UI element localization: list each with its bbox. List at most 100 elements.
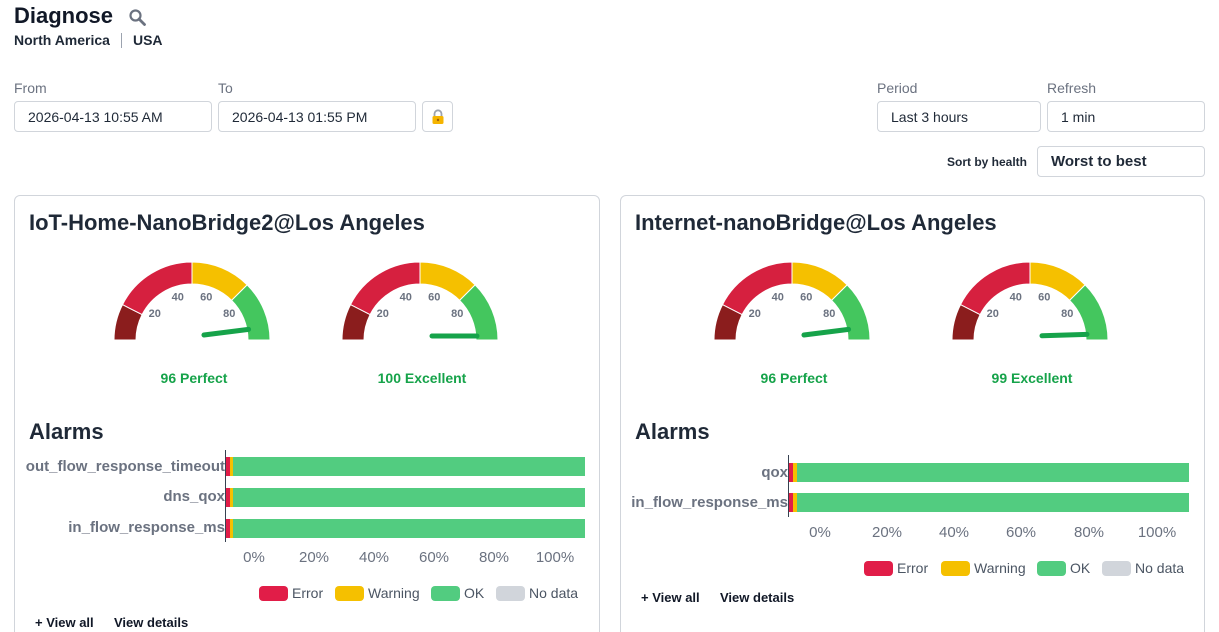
- gauge-segment: [349, 261, 421, 316]
- from-date-input[interactable]: 2026-04-13 10:55 AM: [14, 101, 212, 132]
- nodata-swatch: [1102, 560, 1131, 576]
- legend-nodata[interactable]: No data: [1102, 560, 1184, 576]
- gauge-tick-label: 20: [149, 308, 161, 320]
- breadcrumb-divider: [120, 32, 122, 48]
- gauge-tick-label: 40: [172, 291, 184, 303]
- gauge-tick-label: 40: [1010, 291, 1022, 303]
- bar-segment-error[interactable]: [226, 457, 230, 476]
- legend-warning[interactable]: Warning: [335, 585, 420, 601]
- legend-ok[interactable]: OK: [431, 585, 484, 601]
- alarm-name: out_flow_response_timeout: [25, 458, 225, 475]
- axis-tick: 40%: [938, 524, 970, 541]
- axis-tick: 20%: [871, 524, 903, 541]
- gauge-segment: [121, 261, 193, 316]
- legend-label: Warning: [974, 560, 1026, 576]
- alarm-bar[interactable]: [226, 488, 585, 507]
- axis-tick: 100%: [1137, 524, 1177, 541]
- legend-nodata[interactable]: No data: [496, 585, 578, 601]
- view-all-link[interactable]: + View all: [641, 590, 700, 605]
- gauge-tick-label: 80: [223, 308, 235, 320]
- sort-value: Worst to best: [1051, 153, 1147, 170]
- bar-segment-error[interactable]: [789, 463, 793, 482]
- gauge-segment: [830, 284, 871, 341]
- bar-segment-ok[interactable]: [233, 488, 585, 507]
- gauge-segment: [458, 284, 499, 341]
- view-details-link[interactable]: View details: [114, 615, 189, 630]
- refresh-label: Refresh: [1047, 80, 1097, 96]
- view-all-link[interactable]: + View all: [35, 615, 94, 630]
- legend-error[interactable]: Error: [259, 585, 323, 601]
- legend-label: No data: [1135, 560, 1185, 576]
- legend-error[interactable]: Error: [864, 560, 928, 576]
- alarm-name: in_flow_response_ms: [631, 494, 788, 511]
- bar-segment-error[interactable]: [226, 519, 230, 538]
- bar-segment-ok[interactable]: [797, 463, 1189, 482]
- alarm-axis: [788, 455, 789, 517]
- warning-swatch: [335, 585, 364, 601]
- axis-tick: 80%: [478, 549, 510, 566]
- alarm-name: qox: [761, 464, 788, 481]
- axis-tick: 80%: [1073, 524, 1105, 541]
- bar-segment-warning[interactable]: [793, 463, 797, 482]
- gauge-tick-label: 40: [400, 291, 412, 303]
- bar-segment-ok[interactable]: [233, 519, 585, 538]
- gauge-needle: [201, 326, 252, 338]
- health-gauge: 20 40 60 80: [342, 261, 499, 341]
- device-panel: IoT-Home-NanoBridge2@Los Angeles 20 40 60 8…: [14, 195, 600, 632]
- sort-label: Sort by health: [947, 155, 1028, 169]
- alarm-bar[interactable]: [789, 463, 1189, 482]
- health-gauge: 20 40 60 80: [952, 261, 1109, 341]
- period-label: Period: [877, 80, 918, 96]
- bar-segment-error[interactable]: [226, 488, 230, 507]
- gauge-tick-label: 80: [823, 308, 835, 320]
- to-label: To: [218, 80, 233, 96]
- sort-select[interactable]: Worst to best: [1037, 146, 1205, 177]
- gauge-tick-label: 20: [987, 308, 999, 320]
- bar-segment-warning[interactable]: [229, 519, 234, 538]
- bar-segment-ok[interactable]: [233, 457, 585, 476]
- gauge-tick-label: 60: [1038, 291, 1050, 303]
- legend-ok[interactable]: OK: [1037, 560, 1090, 576]
- gauge-score-label: 100 Excellent: [377, 370, 467, 386]
- gauge-needle: [1039, 331, 1090, 339]
- period-value: Last 3 hours: [891, 108, 969, 125]
- gauge-score-label: 99 Excellent: [991, 370, 1073, 386]
- alarm-bar[interactable]: [226, 519, 585, 538]
- legend-label: OK: [464, 585, 485, 601]
- gauge-tick-label: 60: [200, 291, 212, 303]
- axis-tick: 40%: [358, 549, 390, 566]
- view-details-link[interactable]: View details: [720, 590, 795, 605]
- breadcrumb-country[interactable]: USA: [132, 32, 163, 48]
- bar-segment-ok[interactable]: [797, 493, 1189, 512]
- legend-warning[interactable]: Warning: [941, 560, 1026, 576]
- device-panel: Internet-nanoBridge@Los Angeles 20 40 60 80…: [620, 195, 1205, 632]
- gauge-tick-label: 80: [1061, 308, 1073, 320]
- search-icon[interactable]: [128, 8, 148, 28]
- gauge-segment: [959, 261, 1031, 316]
- panel-title[interactable]: Internet-nanoBridge@Los Angeles: [635, 210, 997, 235]
- axis-tick: 60%: [418, 549, 450, 566]
- alarms-title: Alarms: [29, 419, 104, 444]
- axis-tick: 100%: [535, 549, 575, 566]
- refresh-select[interactable]: 1 min: [1047, 101, 1205, 132]
- bar-segment-warning[interactable]: [229, 457, 234, 476]
- gauge-tick-label: 20: [377, 308, 389, 320]
- axis-tick: 0%: [809, 524, 831, 541]
- ok-swatch: [1037, 560, 1066, 576]
- alarm-bar[interactable]: [226, 457, 585, 476]
- to-date-input[interactable]: 2026-04-13 01:55 PM: [218, 101, 416, 132]
- warning-swatch: [941, 560, 970, 576]
- bar-segment-warning[interactable]: [229, 488, 234, 507]
- breadcrumb-region[interactable]: North America: [14, 32, 110, 48]
- lock-time-button[interactable]: [422, 101, 453, 132]
- panel-title[interactable]: IoT-Home-NanoBridge2@Los Angeles: [29, 210, 425, 235]
- bar-segment-warning[interactable]: [793, 493, 797, 512]
- axis-tick: 0%: [243, 549, 265, 566]
- gauge-tick-label: 80: [451, 308, 463, 320]
- bar-segment-error[interactable]: [789, 493, 793, 512]
- alarm-bar[interactable]: [789, 493, 1189, 512]
- period-select[interactable]: Last 3 hours: [877, 101, 1041, 132]
- legend-label: Warning: [368, 585, 420, 601]
- alarms-title: Alarms: [635, 419, 710, 444]
- gauge-tick-label: 60: [428, 291, 440, 303]
